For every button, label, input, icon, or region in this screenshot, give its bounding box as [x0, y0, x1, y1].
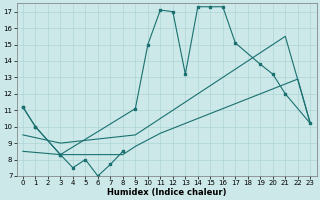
X-axis label: Humidex (Indice chaleur): Humidex (Indice chaleur) — [107, 188, 226, 197]
